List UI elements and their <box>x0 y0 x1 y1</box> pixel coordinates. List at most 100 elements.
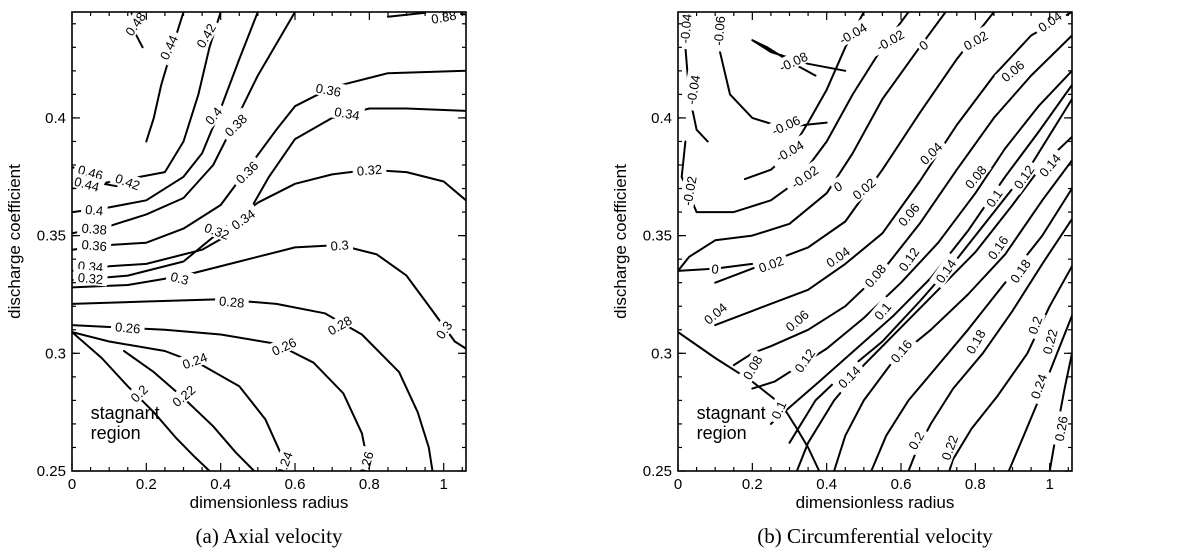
panel-b-contour-label: 0.22 <box>1037 323 1061 360</box>
panel-a-contour-label: 0.36 <box>76 235 112 254</box>
panel-a-contour-label: 0.32 <box>351 160 387 179</box>
svg-text:0.26: 0.26 <box>1052 415 1071 443</box>
panel-b-contour-line <box>732 34 1072 367</box>
svg-text:0.38: 0.38 <box>81 221 108 238</box>
panel-a-contour-label: 0.28 <box>214 292 250 311</box>
panel-b-contour-line <box>870 187 1072 471</box>
panel-b-contour-label: 0.22 <box>936 428 962 466</box>
svg-text:0.1: 0.1 <box>768 399 789 422</box>
panel-b-plot-frame <box>677 11 1073 472</box>
panel-b-contour-label: -0.06 <box>709 12 728 52</box>
panel-a-x-tick-label: 1 <box>440 476 448 493</box>
panel-b-contour-label: 0.08 <box>736 348 767 386</box>
panel-b-contour-label: 0.2 <box>1022 310 1046 340</box>
panel-a-contour-label: 0.48 <box>119 12 151 42</box>
panel-a-contour-label: 0.3 <box>325 235 354 254</box>
panel-b-contour-label: 0.12 <box>892 240 924 277</box>
panel-b-annotation-stagnant-region: region <box>697 423 747 443</box>
panel-b-y-tick-label: 0.35 <box>643 228 672 245</box>
panel-b-contour-line <box>948 265 1072 471</box>
panel-b-contour-label: -0.02 <box>678 169 700 213</box>
svg-text:0.4: 0.4 <box>85 202 104 219</box>
panel-a-contour-line <box>72 331 211 471</box>
panel-b-contour-label: 0.12 <box>788 342 820 379</box>
svg-text:-0.02: -0.02 <box>680 175 700 207</box>
panel-b-y-axis-label: discharge coefficient <box>611 164 630 319</box>
panel-b-contour-line <box>743 12 865 181</box>
panel-a-contour-label: 0.3 <box>165 266 195 289</box>
panel-b-contours: -0.04-0.04-0.06-0.06-0.08-0.04-0.04-0.02… <box>677 12 1072 471</box>
panel-b-y-tick-label: 0.3 <box>651 345 672 362</box>
panel-a-caption: (a) Axial velocity <box>196 524 343 548</box>
panel-a-y-tick-label: 0.3 <box>45 345 66 362</box>
svg-text:0.44: 0.44 <box>73 174 101 195</box>
panel-a-x-tick-label: 0 <box>68 476 76 493</box>
panel-a-contour-label: 0.34 <box>329 102 366 123</box>
svg-text:0.26: 0.26 <box>114 319 141 336</box>
panel-b-contour-line <box>714 12 995 284</box>
panel-b-contour-label: 0 <box>708 260 722 277</box>
panel-b-contour-line <box>833 159 1072 471</box>
panel-b-stagnant-boundary <box>678 331 821 471</box>
svg-text:-0.04: -0.04 <box>683 74 703 106</box>
panel-a-contour-line <box>72 331 289 471</box>
panel-b-contour-label: 0.24 <box>1025 367 1051 405</box>
panel-a-contour-line <box>72 12 259 214</box>
panel-a-y-tick-label: 0.25 <box>37 463 66 480</box>
svg-text:0.34: 0.34 <box>333 104 361 123</box>
panel-b-contour-label: 0 <box>913 35 933 55</box>
panel-b-contour-label: 0.06 <box>778 303 815 337</box>
svg-text:0.24: 0.24 <box>1028 372 1051 401</box>
panel-a-plot-frame <box>71 11 467 472</box>
panel-a-contour-label: 0.26 <box>110 317 146 336</box>
panel-a-x-axis-label: dimensionless radius <box>190 493 349 512</box>
panel-a-contour-label: 0.24 <box>270 445 297 471</box>
svg-text:0.28: 0.28 <box>218 293 245 310</box>
panel-a-contour-line <box>72 168 466 282</box>
panel-b-contour-label: 0.1 <box>867 295 897 326</box>
svg-text:0.26: 0.26 <box>356 450 377 478</box>
panel-b-contour-label: 0.02 <box>956 24 994 55</box>
panel-b-x-tick-label: 0 <box>674 476 682 493</box>
panel-b-contour-line <box>714 12 1072 327</box>
svg-text:0.24: 0.24 <box>180 349 209 372</box>
panel-b-contour-label: 0.18 <box>960 322 990 360</box>
panel-b-contour-label: -0.04 <box>830 16 874 50</box>
panel-a-contour-label: 0.28 <box>321 309 358 340</box>
panel-b-contour-line <box>769 84 1072 425</box>
svg-text:0.3: 0.3 <box>330 237 349 254</box>
panel-b-contour-line <box>795 135 1072 471</box>
panel-b-contour-label: -0.04 <box>767 133 811 168</box>
panel-a-contour-label: 0.4 <box>80 200 109 219</box>
panel-a-contour-line <box>145 12 185 143</box>
panel-b-contour-label: -0.04 <box>681 68 704 112</box>
svg-text:-0.04: -0.04 <box>677 13 695 44</box>
panel-b-x-tick-label: 1 <box>1046 476 1054 493</box>
svg-text:0.02: 0.02 <box>757 253 786 276</box>
panel-b-contour-label: 0.26 <box>1050 410 1071 447</box>
panel-a-contour-label: 0.44 <box>72 171 106 195</box>
panel-a-contours: 0.480.44 0.420.420.40.40.380.380.380.360.… <box>72 12 466 478</box>
panel-a-contour-line <box>123 350 256 471</box>
panel-a-annotation-stagnant-region: stagnant <box>91 403 160 423</box>
svg-text:0.32: 0.32 <box>356 162 383 179</box>
panel-a-x-tick-label: 0.2 <box>136 476 157 493</box>
panel-a-contour-label: 0.38 <box>76 219 112 238</box>
panel-b-contour-label: -0.02 <box>868 23 912 57</box>
svg-text:0.22: 0.22 <box>1040 327 1061 355</box>
panel-a-contour-label: 0.26 <box>265 331 303 360</box>
panel-a-contour-line <box>72 324 371 471</box>
panel-b-contour-label: 0.02 <box>752 250 790 277</box>
panel-a-contour-line <box>72 107 466 272</box>
panel-a-contour-label: 0.36 <box>310 78 347 100</box>
svg-text:0.2: 0.2 <box>1025 314 1045 336</box>
panel-a-contour-line <box>72 12 296 235</box>
svg-text:0.3: 0.3 <box>169 269 190 288</box>
svg-text:0.36: 0.36 <box>81 237 108 254</box>
panel-b-annotation-stagnant-region: stagnant <box>697 403 766 423</box>
panel-a-y-tick-label: 0.4 <box>45 110 66 127</box>
panel-b-contour-label: 0.18 <box>1003 252 1036 289</box>
panel-b-contour-label: 0.14 <box>831 359 866 394</box>
svg-text:0.42: 0.42 <box>113 171 142 194</box>
